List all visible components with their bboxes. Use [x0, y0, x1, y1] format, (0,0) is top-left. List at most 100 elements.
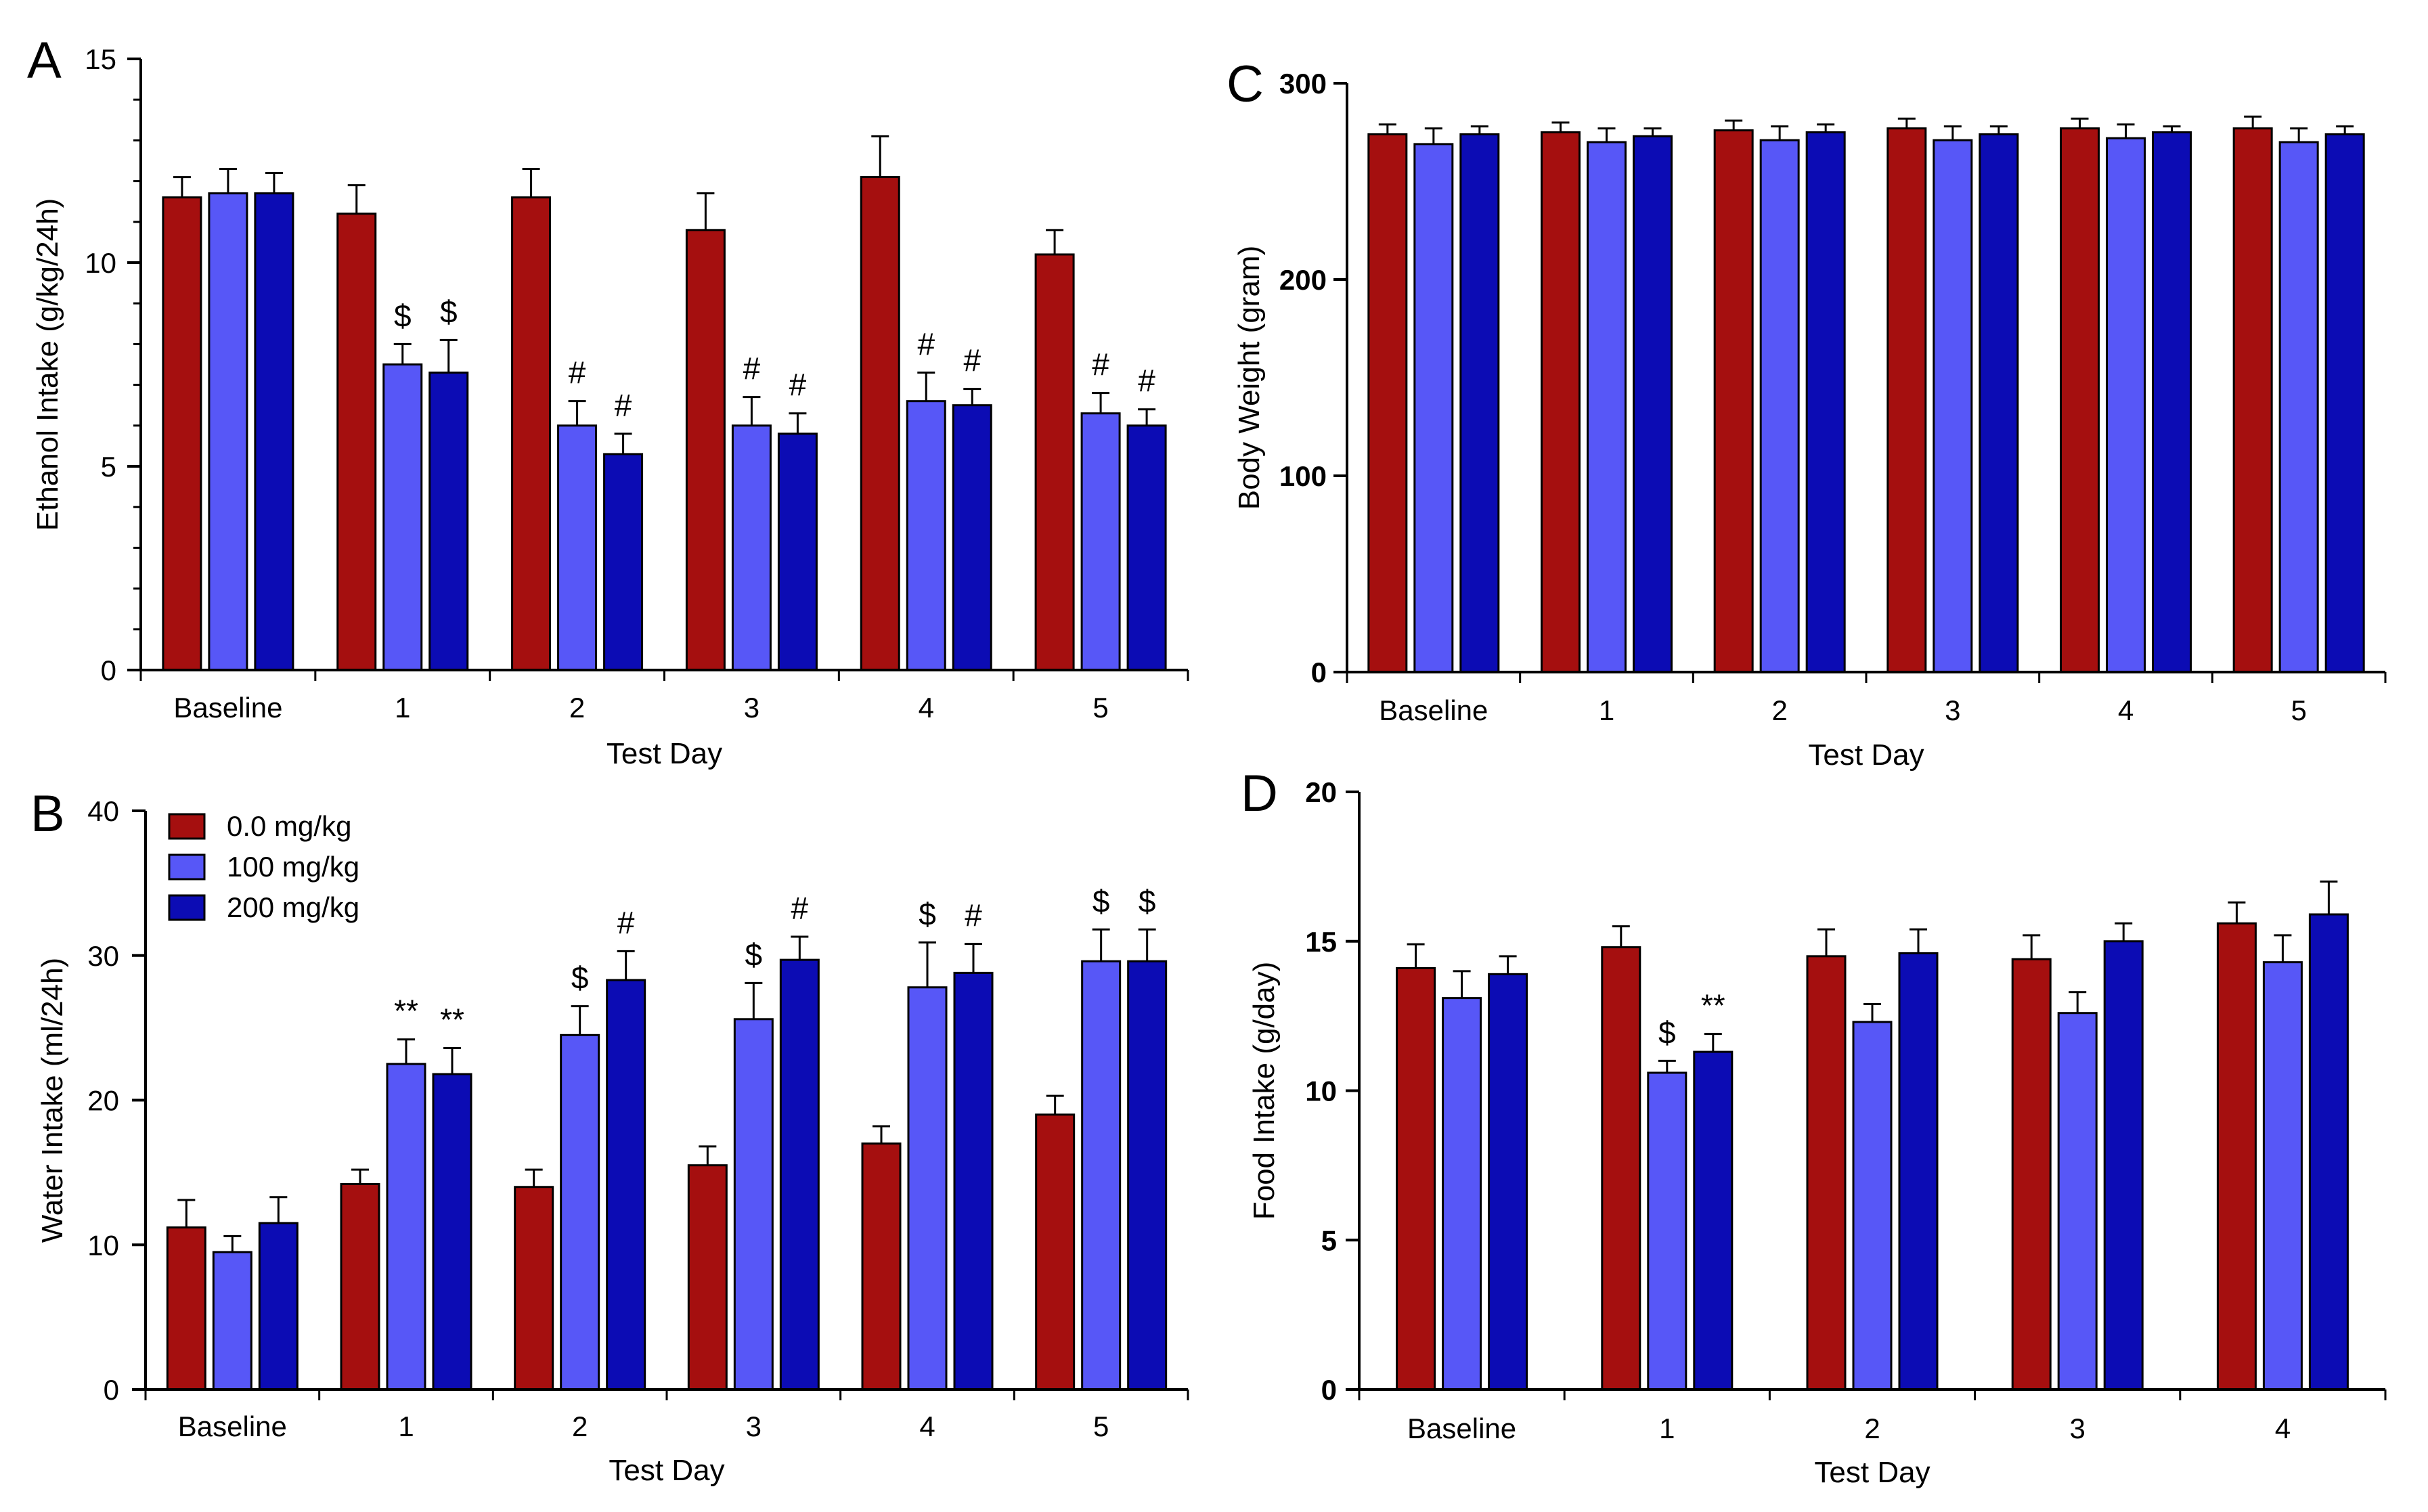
y-tick-label: 20: [87, 1085, 119, 1117]
x-tick-label: 5: [1093, 1410, 1109, 1442]
bar: [1933, 139, 1973, 673]
y-tick-label: 10: [1305, 1075, 1337, 1107]
bar: [2057, 1012, 2098, 1391]
x-tick-label: Baseline: [178, 1410, 287, 1442]
y-tick-label: 5: [1321, 1224, 1337, 1256]
bar: [382, 363, 423, 671]
significance-mark: #: [617, 905, 635, 940]
y-axis-title: Body Weight (gram): [1233, 246, 1266, 510]
y-axis-title: Ethanol Intake (g/kg/24h): [31, 198, 64, 531]
bar: [258, 1222, 299, 1391]
bar: [1587, 141, 1627, 673]
y-tick-label: 200: [1279, 264, 1327, 296]
significance-mark: #: [615, 388, 632, 423]
x-tick-label: 3: [746, 1410, 761, 1442]
y-tick-label: 15: [1305, 926, 1337, 958]
significance-mark: #: [963, 343, 981, 378]
significance-mark: #: [1138, 363, 1155, 399]
y-axis-title: Water Intake (ml/24h): [36, 958, 69, 1243]
x-tick-label: 5: [1092, 692, 1108, 724]
significance-mark: #: [569, 355, 586, 391]
x-axis-title: Test Day: [609, 1454, 724, 1487]
bar: [2011, 958, 2052, 1391]
x-tick-label: 1: [398, 1410, 414, 1442]
panel-letter: A: [27, 32, 62, 89]
x-tick-label: 4: [919, 692, 934, 724]
bar: [1886, 127, 1927, 673]
bar: [557, 424, 598, 671]
bar: [1080, 412, 1121, 671]
bar: [2152, 131, 2192, 673]
x-tick-label: 4: [2118, 694, 2134, 726]
bar: [861, 1142, 902, 1391]
significance-mark: #: [917, 327, 935, 362]
bar: [254, 192, 294, 671]
y-tick-label: 15: [85, 43, 116, 75]
bar: [1647, 1071, 1687, 1391]
y-tick-label: 0: [1321, 1374, 1337, 1406]
bar: [603, 453, 644, 671]
bar: [2060, 127, 2100, 673]
bar: [1442, 997, 1482, 1391]
significance-mark: #: [789, 368, 807, 403]
significance-mark: $: [440, 294, 458, 329]
legend-swatch: [168, 894, 206, 921]
bar: [1633, 135, 1673, 673]
significance-mark: #: [743, 351, 761, 386]
bar: [733, 1018, 774, 1391]
significance-mark: $: [1092, 883, 1110, 918]
x-tick-label: 3: [2070, 1413, 2085, 1444]
bar: [2324, 133, 2365, 673]
bar: [514, 1186, 554, 1391]
bar: [1852, 1021, 1893, 1391]
significance-mark: **: [440, 1002, 464, 1038]
panel-d-chart: D $ ** 0 5 10 15 20 Baseline 1 2 3 4 Test Day Food Int…: [1241, 765, 2387, 1489]
significance-mark: **: [394, 994, 418, 1029]
bar: [1713, 129, 1754, 673]
bar: [779, 958, 820, 1391]
bar: [428, 372, 469, 671]
significance-mark: $: [919, 897, 936, 932]
bar: [208, 192, 248, 671]
bar: [1034, 253, 1075, 671]
bar: [166, 1226, 206, 1391]
significance-mark: $: [1139, 883, 1156, 918]
bar: [1601, 946, 1641, 1391]
bar: [386, 1063, 426, 1391]
legend-label: 0.0 mg/kg: [227, 810, 351, 842]
bar: [162, 196, 202, 671]
significance-mark: $: [745, 937, 763, 972]
bar: [1693, 1050, 1734, 1391]
bar: [1459, 133, 1500, 673]
x-tick-label: 3: [1945, 694, 1960, 726]
significance-mark: $: [394, 298, 412, 333]
bar: [860, 176, 900, 671]
y-tick-label: 30: [87, 940, 119, 972]
panel-letter: B: [30, 785, 65, 843]
bar: [1805, 131, 1846, 673]
panel-c-chart: C 0 100 200 300 Baseline 1 2 3 4 5 Test Day Body Wei…: [1227, 55, 2387, 772]
bar: [1979, 133, 2019, 673]
x-tick-label: 2: [1864, 1413, 1880, 1444]
x-tick-label: 1: [1599, 694, 1614, 726]
bar: [1806, 955, 1847, 1391]
bar: [952, 404, 992, 671]
panel-b-chart: B ** ** $ # $ # $ # $ $0 10 20 30 40 Baseline 1 2 3 4 5 Test …: [30, 785, 1189, 1487]
y-tick-label: 0: [104, 1374, 119, 1406]
panel-letter: C: [1227, 55, 1264, 113]
legend-label: 200 mg/kg: [227, 891, 359, 923]
bar: [340, 1182, 380, 1391]
x-tick-label: Baseline: [1407, 1413, 1516, 1444]
significance-mark: #: [1092, 347, 1109, 382]
x-tick-label: 1: [395, 692, 410, 724]
significance-mark: #: [791, 891, 809, 926]
y-tick-label: 100: [1279, 460, 1327, 492]
bar: [731, 424, 772, 671]
x-tick-label: 3: [744, 692, 759, 724]
panel-a-chart: A $ $ # # # # # # # #0 5 10 15 Baseline 1 2 3 4 5 Test Day Et…: [27, 32, 1189, 770]
bar: [2262, 961, 2303, 1391]
legend-label: 100 mg/kg: [227, 851, 359, 883]
y-tick-label: 40: [87, 795, 119, 827]
bar: [1126, 424, 1167, 671]
